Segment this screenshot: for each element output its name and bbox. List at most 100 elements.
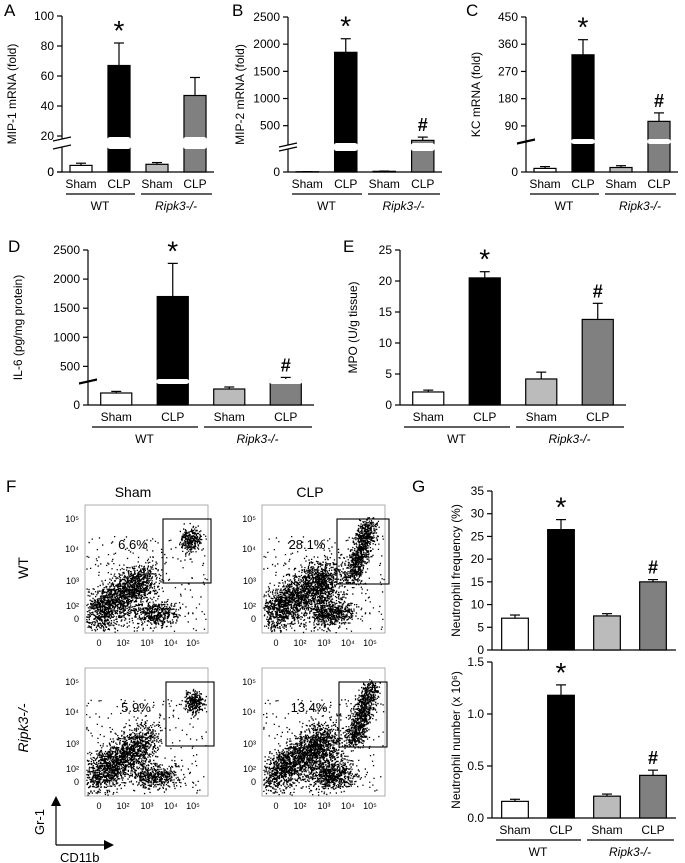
y-tick-label: 10³ xyxy=(243,739,256,749)
y-tick-label: 0.5 xyxy=(467,759,484,773)
group-label-wt: WT xyxy=(135,432,154,446)
dot-cloud xyxy=(263,517,385,634)
y-tick-label: 0 xyxy=(511,165,518,179)
axis-break-mark xyxy=(278,146,298,152)
bar xyxy=(333,51,358,173)
bar xyxy=(647,120,671,173)
y-tick-label: 1.0 xyxy=(467,707,484,721)
category-label: Sham xyxy=(214,410,245,424)
x-tick-label: 0 xyxy=(273,801,278,811)
category-label: Sham xyxy=(413,410,444,424)
y-tick-label: 0 xyxy=(477,643,484,657)
row-title-ripk3: Ripk3-/- xyxy=(15,703,31,752)
dot-plot: 28.1% 10⁵ 10⁴ 10³ 10² 0 0 10² 10³ 10⁴ 10⁵ xyxy=(242,504,390,648)
significance-mark: # xyxy=(418,115,428,135)
x-tick-label: 10² xyxy=(116,801,129,811)
group-label-wt: WT xyxy=(555,199,574,213)
group-label-wt: WT xyxy=(91,199,110,213)
y-tick-label: 100 xyxy=(34,9,54,23)
axis-break-mark xyxy=(52,144,72,150)
y-tick-label: 10⁵ xyxy=(242,514,256,524)
group-label-wt: WT xyxy=(447,432,466,446)
panel-letter: F xyxy=(6,477,16,496)
panel-letter: D xyxy=(8,237,20,256)
y-tick-label: 0 xyxy=(385,398,392,412)
y-tick-label: 2500 xyxy=(53,243,80,257)
x-tick-label: 0 xyxy=(273,638,278,648)
gate-percent: 6.6% xyxy=(118,537,148,552)
bar xyxy=(581,318,614,406)
bar xyxy=(372,170,397,173)
y-tick-label: 90 xyxy=(505,119,519,133)
axis-break-mark xyxy=(516,139,536,145)
panel-g: G 0 5 10 15 20 25 30 35 Neutrophil frequency (%) *… xyxy=(412,477,676,657)
bar-break-gap xyxy=(410,143,435,151)
category-label: Sham xyxy=(499,823,530,837)
panel-letter: B xyxy=(232,1,243,20)
x-tick-label: 10⁴ xyxy=(164,801,178,811)
significance-mark: # xyxy=(648,748,658,768)
bar xyxy=(69,164,93,173)
y-tick-label: 0.0 xyxy=(467,811,484,825)
panel-letter: E xyxy=(343,237,354,256)
x-tick-label: 0 xyxy=(96,638,101,648)
x-tick-label: 10⁵ xyxy=(363,638,377,648)
y-tick-label: 180 xyxy=(498,92,518,106)
gate-box xyxy=(336,518,390,585)
bar-break-gap xyxy=(106,137,132,149)
significance-mark: # xyxy=(654,91,664,111)
y-tick-label: 5 xyxy=(385,367,392,381)
significance-mark: * xyxy=(556,657,567,688)
y-tick-label: 0 xyxy=(47,165,54,179)
panel-c: C 0 90 180 270 360 450 KC mRNA (fold) Sham * CLP Sh… xyxy=(466,1,678,213)
y-tick-label: 0 xyxy=(273,165,280,179)
column-title-sham: Sham xyxy=(115,484,152,500)
x-tick-label: 10³ xyxy=(317,801,330,811)
y-tick-label: 10² xyxy=(66,601,79,611)
y-tick-label: 15 xyxy=(471,575,485,589)
bar-break-gap xyxy=(570,139,596,144)
y-tick-label: 60 xyxy=(41,69,55,83)
y-tick-label: 10³ xyxy=(66,739,79,749)
bar xyxy=(412,391,445,406)
significance-mark: # xyxy=(648,558,658,578)
y-axis-label: Neutrophil frequency (%) xyxy=(449,504,463,637)
y-axis-label: KC mRNA (fold) xyxy=(469,52,483,137)
bar xyxy=(547,529,575,651)
y-tick-label: 1500 xyxy=(253,64,280,78)
y-tick-label: 10² xyxy=(243,601,256,611)
category-label: CLP xyxy=(586,410,609,424)
category-label: CLP xyxy=(107,177,130,191)
y-tick-label: 30 xyxy=(471,507,485,521)
bar-break-gap xyxy=(156,379,190,384)
x-tick-label: 10⁴ xyxy=(341,638,355,648)
group-label-ripk3: Ripk3-/- xyxy=(155,199,197,213)
panel-letter: C xyxy=(466,1,478,20)
gate-percent: 5.9% xyxy=(121,700,151,715)
x-arrowhead xyxy=(104,840,114,850)
category-label: Sham xyxy=(141,177,172,191)
y-tick-label: 10⁴ xyxy=(242,707,256,717)
y-axis-label: IL-6 (pg/mg protein) xyxy=(11,275,25,380)
bar xyxy=(145,163,169,173)
y-tick-label: 0 xyxy=(74,777,79,787)
panel-e: E 0 5 10 15 20 25 MPO (U/g tissue) Sham * CLP Sham #… xyxy=(343,237,626,446)
x-tick-label: 0 xyxy=(96,801,101,811)
axis-break-mark xyxy=(278,142,298,148)
y-tick-label: 25 xyxy=(471,529,485,543)
significance-mark: * xyxy=(114,15,125,46)
flow-x-label: CD11b xyxy=(60,850,100,863)
axis-break-mark xyxy=(78,379,98,385)
y-tick-label: 2500 xyxy=(253,10,280,24)
category-label: CLP xyxy=(641,823,664,837)
x-tick-label: 10⁵ xyxy=(363,801,377,811)
gate-box xyxy=(162,518,212,584)
y-tick-label: 10⁴ xyxy=(65,544,79,554)
x-tick-label: 10² xyxy=(293,801,306,811)
y-tick-label: 10⁴ xyxy=(242,544,256,554)
category-label: CLP xyxy=(334,177,357,191)
y-tick-label: 20 xyxy=(471,552,485,566)
